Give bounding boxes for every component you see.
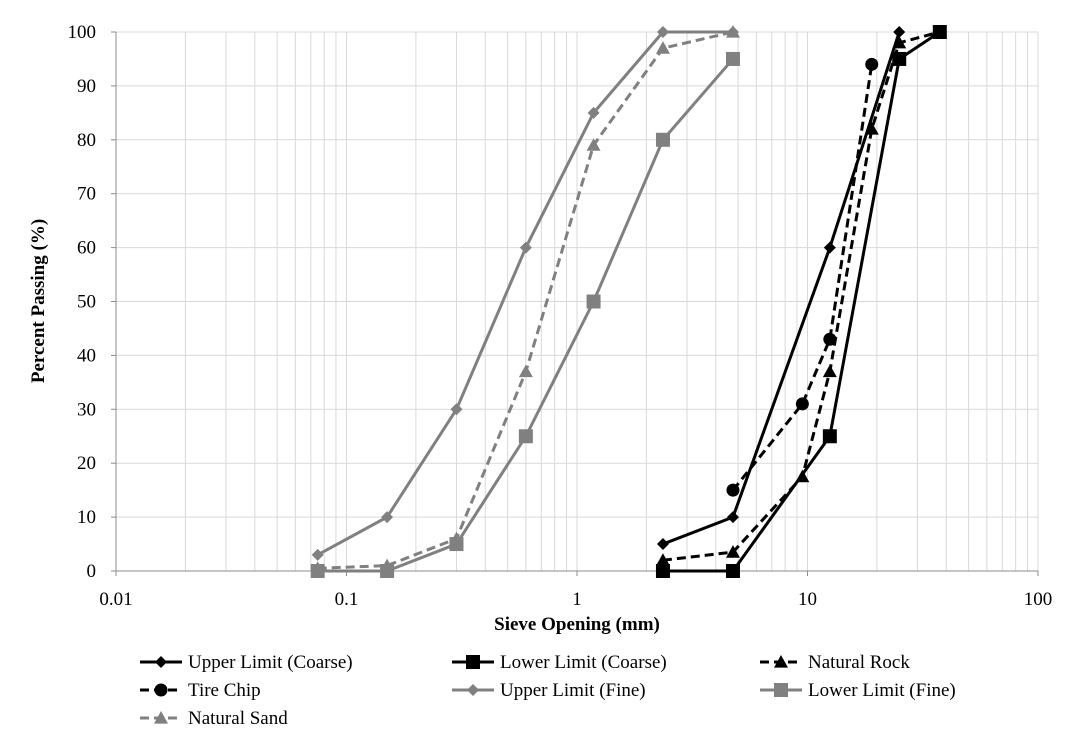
legend-marker: [155, 656, 167, 668]
data-point: [586, 294, 601, 309]
data-point: [450, 403, 463, 416]
legend-item: Lower Limit (Fine): [760, 680, 956, 701]
legend-marker: [466, 655, 480, 669]
legend-label: Lower Limit (Fine): [808, 680, 956, 701]
data-point: [655, 564, 670, 578]
data-point: [864, 122, 879, 135]
data-point: [822, 364, 837, 378]
data-point: [725, 564, 740, 578]
data-point: [586, 138, 601, 151]
legend-marker: [154, 711, 168, 724]
y-tick-label: 70: [77, 184, 96, 205]
series-lines: [310, 25, 947, 578]
legend-item: Upper Limit (Coarse): [140, 652, 353, 673]
y-tick-label: 10: [77, 507, 96, 528]
data-point: [823, 241, 836, 254]
data-point: [892, 35, 907, 49]
tick-labels: 0 10 20 30 40 50 60 70 80 90 100 0.01 0.1 1 10 100: [68, 22, 1053, 610]
legend-label: Lower Limit (Coarse): [500, 652, 667, 673]
series-6: [310, 25, 740, 574]
legend-marker: [154, 683, 168, 697]
legend-item: Tire Chip: [140, 680, 261, 701]
legend-item: Lower Limit (Coarse): [452, 652, 667, 673]
grid: [115, 31, 1039, 572]
legend-label: Natural Rock: [808, 652, 910, 673]
data-point: [725, 545, 740, 558]
y-tick-label: 50: [77, 292, 96, 313]
legend-marker: [774, 655, 788, 668]
y-tick-label: 20: [77, 453, 96, 474]
series-line: [731, 64, 874, 492]
data-point: [656, 538, 669, 551]
x-tick-label: 10: [798, 589, 817, 610]
legend-label: Upper Limit (Fine): [500, 680, 646, 701]
y-tick-label: 0: [87, 561, 97, 582]
data-point: [822, 429, 837, 444]
y-tick-label: 90: [77, 76, 96, 97]
axes: [111, 31, 1039, 576]
data-point: [823, 332, 837, 346]
y-tick-label: 40: [77, 345, 96, 366]
data-point: [725, 51, 740, 66]
x-tick-label: 100: [1024, 589, 1053, 610]
x-tick-label: 1: [572, 589, 582, 610]
data-point: [726, 483, 740, 497]
series-line: [662, 31, 901, 546]
legend-item: Natural Sand: [140, 708, 288, 729]
data-point: [725, 25, 740, 38]
data-point: [655, 132, 670, 147]
data-point: [518, 364, 533, 378]
y-tick-label: 60: [77, 238, 96, 259]
data-point: [449, 531, 464, 545]
x-axis-title: Sieve Opening (mm): [494, 614, 660, 635]
series-2: [655, 25, 947, 566]
data-point: [865, 57, 879, 71]
y-axis-title: Percent Passing (%): [28, 219, 49, 383]
data-point: [932, 25, 947, 38]
data-point: [587, 106, 600, 119]
data-point: [655, 553, 670, 566]
y-tick-label: 100: [68, 22, 97, 43]
data-point: [656, 26, 669, 38]
data-point: [893, 26, 906, 38]
legend: Upper Limit (Coarse) Lower Limit (Coarse)…: [140, 652, 956, 729]
data-point: [795, 469, 810, 483]
legend-marker: [774, 683, 788, 697]
series-0: [656, 26, 906, 551]
data-point: [726, 511, 739, 524]
series-3: [726, 57, 879, 497]
legend-marker: [467, 684, 479, 696]
y-tick-label: 30: [77, 399, 96, 420]
data-point: [655, 41, 670, 54]
data-point: [518, 429, 533, 444]
y-tick-label: 80: [77, 130, 96, 151]
data-point: [795, 397, 809, 411]
legend-label: Upper Limit (Coarse): [188, 652, 353, 673]
legend-item: Natural Rock: [760, 652, 910, 673]
data-point: [380, 558, 395, 572]
data-point: [310, 561, 325, 574]
legend-label: Tire Chip: [188, 680, 261, 701]
data-point: [381, 511, 394, 524]
data-point: [311, 548, 324, 561]
data-point: [519, 241, 532, 254]
x-tick-label: 0.1: [335, 589, 359, 610]
legend-item: Upper Limit (Fine): [452, 680, 646, 701]
legend-label: Natural Sand: [188, 708, 288, 729]
x-tick-label: 0.01: [99, 589, 132, 610]
